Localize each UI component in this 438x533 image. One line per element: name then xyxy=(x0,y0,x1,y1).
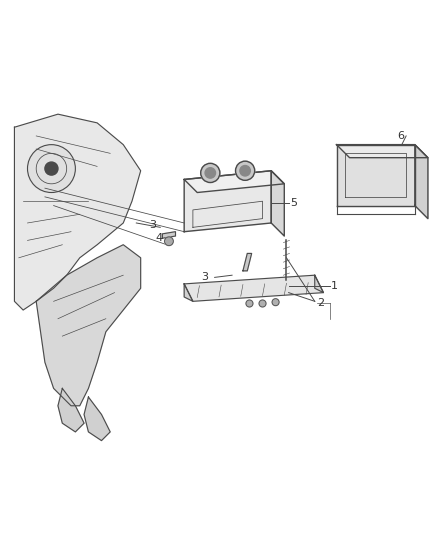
Polygon shape xyxy=(415,144,428,219)
Polygon shape xyxy=(315,275,323,293)
Polygon shape xyxy=(243,254,252,271)
Polygon shape xyxy=(14,114,141,310)
Polygon shape xyxy=(184,275,323,301)
Circle shape xyxy=(246,300,253,307)
Polygon shape xyxy=(36,245,141,406)
Polygon shape xyxy=(271,171,284,236)
Circle shape xyxy=(205,168,215,178)
Polygon shape xyxy=(184,171,271,232)
Circle shape xyxy=(201,163,220,182)
Circle shape xyxy=(45,162,58,175)
Polygon shape xyxy=(162,232,176,238)
Polygon shape xyxy=(84,397,110,441)
Text: 2: 2 xyxy=(317,298,324,309)
Circle shape xyxy=(165,237,173,246)
Text: 1: 1 xyxy=(331,281,338,291)
Polygon shape xyxy=(58,389,84,432)
Text: 4: 4 xyxy=(155,233,162,243)
Polygon shape xyxy=(184,171,284,192)
Polygon shape xyxy=(184,284,193,301)
Circle shape xyxy=(259,300,266,307)
Polygon shape xyxy=(336,144,428,158)
Circle shape xyxy=(236,161,254,180)
Circle shape xyxy=(28,144,75,192)
Text: 3: 3 xyxy=(201,272,208,282)
Circle shape xyxy=(272,298,279,305)
Text: 5: 5 xyxy=(290,198,297,208)
Circle shape xyxy=(240,166,251,176)
Polygon shape xyxy=(336,144,415,206)
Text: 6: 6 xyxy=(397,131,404,141)
Text: 3: 3 xyxy=(149,220,156,230)
